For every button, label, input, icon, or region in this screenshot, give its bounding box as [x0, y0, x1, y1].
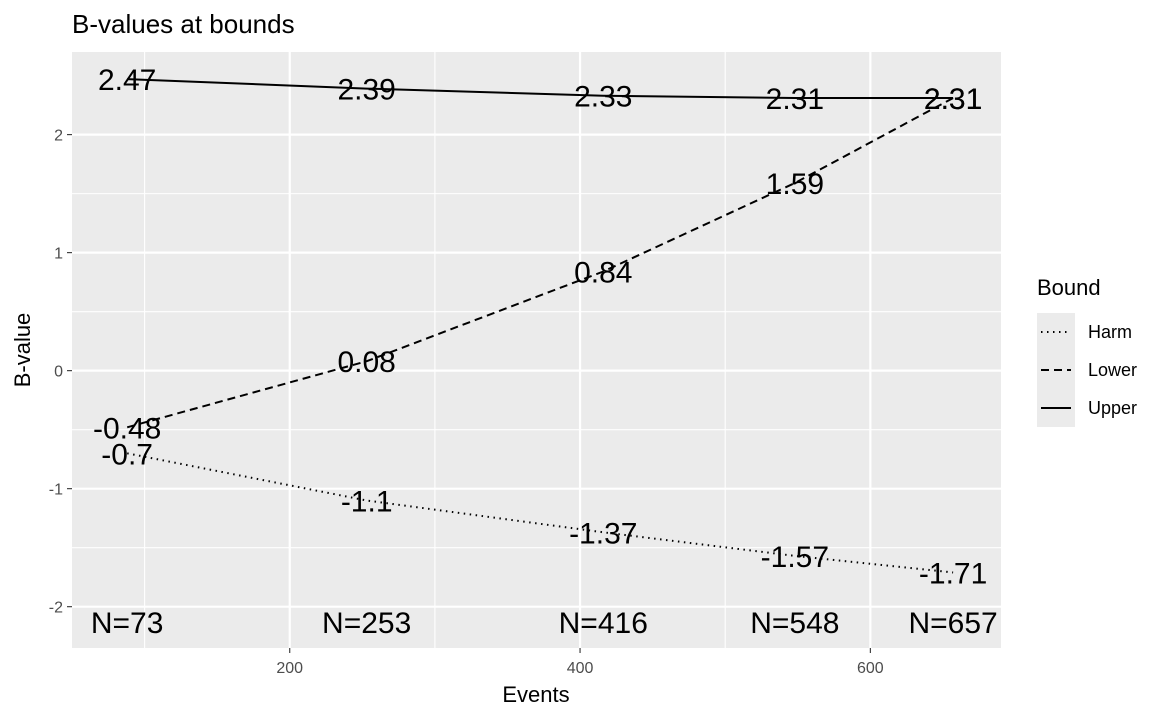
y-tick-label: -2: [49, 600, 63, 617]
data-label-upper: 2.31: [924, 83, 982, 116]
x-tick-label: 200: [276, 660, 303, 677]
data-label-upper: 2.47: [98, 64, 156, 97]
n-label: N=548: [750, 607, 839, 640]
data-label-lower: 2.31: [924, 83, 982, 116]
legend: Bound Harm Lower Upper: [1037, 275, 1137, 427]
data-label-lower: 0.08: [337, 346, 395, 379]
data-label-harm: -1.57: [761, 541, 829, 574]
data-label-harm: -0.7: [101, 438, 153, 471]
legend-keys: Harm Lower Upper: [1037, 313, 1137, 427]
legend-label-lower: Lower: [1088, 360, 1137, 380]
series-line-upper: [127, 78, 954, 99]
data-label-upper: 2.31: [766, 83, 824, 116]
y-axis-title: B-value: [10, 313, 35, 388]
x-tick-label: 400: [567, 660, 594, 677]
minor-gridlines: [72, 52, 1001, 648]
data-label-harm: -1.1: [341, 485, 393, 518]
legend-label-harm: Harm: [1088, 322, 1132, 342]
legend-key-background: [1037, 313, 1075, 351]
y-axis: -2 -1 0 1 2: [49, 128, 72, 617]
series-lines: [126, 78, 954, 574]
n-label: N=253: [322, 607, 411, 640]
data-label-lower: 0.84: [574, 257, 632, 290]
data-label-harm: -1.71: [919, 557, 987, 590]
x-tick-label: 600: [857, 660, 884, 677]
y-tick-label: 0: [54, 364, 63, 381]
data-label-harm: -1.37: [569, 517, 637, 550]
series-line-harm: [127, 452, 954, 574]
data-label-lower: -0.48: [93, 412, 161, 445]
data-label-lower: 1.59: [766, 168, 824, 201]
major-gridlines: [72, 52, 1001, 648]
legend-label-upper: Upper: [1088, 398, 1137, 418]
y-tick-label: -1: [49, 482, 63, 499]
data-label-upper: 2.39: [337, 74, 395, 107]
plot-panel: [72, 52, 1001, 648]
data-label-upper: 2.33: [574, 81, 632, 114]
n-label: N=416: [559, 607, 648, 640]
y-tick-label: 2: [54, 128, 63, 145]
sample-size-labels: N=73 N=253 N=416 N=548 N=657: [91, 607, 998, 640]
x-axis-title: Events: [502, 682, 569, 707]
data-labels: -0.7 -1.1 -1.37 -1.57 -1.71 -0.48 0.08 0.84 1.59…: [93, 64, 987, 590]
series-line-lower: [126, 97, 954, 429]
legend-title: Bound: [1037, 275, 1101, 300]
chart-title: B-values at bounds: [72, 9, 295, 39]
n-label: N=657: [908, 607, 997, 640]
x-axis: 200 400 600: [276, 648, 884, 677]
y-tick-label: 1: [54, 246, 63, 263]
n-label: N=73: [91, 607, 164, 640]
